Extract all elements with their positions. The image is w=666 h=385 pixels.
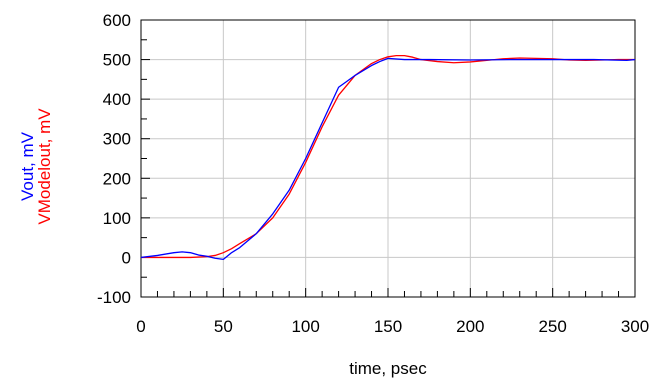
tick-labels: 0 50 100 150 200 250 300 -100 0 100 200 300 400 500 60… [97, 11, 649, 336]
y-tick-label: 100 [103, 209, 131, 228]
x-tick-label: 250 [538, 317, 566, 336]
y-tick-label: 200 [103, 169, 131, 188]
y-tick-label: -100 [97, 288, 131, 307]
x-tick-label: 0 [136, 317, 145, 336]
grid [141, 20, 635, 297]
y-tick-label: 500 [103, 51, 131, 70]
x-tick-label: 200 [456, 317, 484, 336]
axis-ticks [140, 19, 636, 298]
x-tick-label: 100 [291, 317, 319, 336]
x-axis-title: time, psec [349, 359, 427, 378]
series-lines [140, 54, 636, 261]
y-tick-label: 0 [122, 248, 131, 267]
y-tick-label: 400 [103, 90, 131, 109]
y-axis-title-vmodelout: VModelout, mV [35, 108, 54, 225]
series-line-vout [140, 57, 636, 261]
y-tick-label: 600 [103, 11, 131, 30]
y-axis-title-vout: Vout, mV [18, 131, 37, 201]
x-tick-label: 50 [214, 317, 233, 336]
x-tick-label: 150 [374, 317, 402, 336]
series-line-vmodelout [141, 54, 635, 259]
y-axis-title: Vout, mV VModelout, mV [18, 108, 54, 225]
y-tick-label: 300 [103, 130, 131, 149]
x-tick-label: 300 [621, 317, 649, 336]
